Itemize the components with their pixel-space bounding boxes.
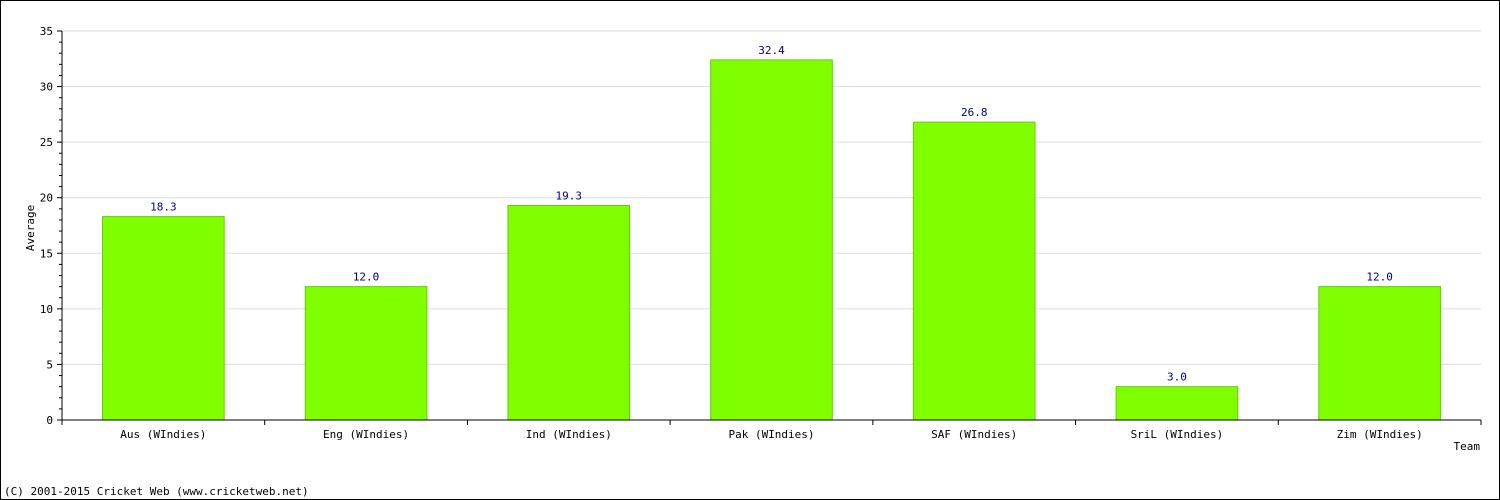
bar xyxy=(1318,286,1441,421)
bar xyxy=(912,121,1036,421)
x-axis-title: Team xyxy=(1454,440,1481,453)
value-labels: 18.3 12.0 19.3 32.4 26.8 3.0 12.0 xyxy=(150,44,1393,384)
x-tick-label: Pak (WIndies) xyxy=(728,428,814,441)
y-ticks: 0 5 10 15 20 25 30 35 xyxy=(40,25,62,427)
bar xyxy=(507,204,631,421)
x-tick-label: Eng (WIndies) xyxy=(323,428,409,441)
y-axis-title: Average xyxy=(24,205,37,251)
bar-value-label: 12.0 xyxy=(353,271,380,284)
y-tick-label: 10 xyxy=(40,303,53,316)
bar-value-label: 12.0 xyxy=(1366,271,1393,284)
y-tick-label: 15 xyxy=(40,247,53,260)
y-tick-label: 20 xyxy=(40,192,53,205)
x-ticks: Aus (WIndies) Eng (WIndies) Ind (WIndies) P… xyxy=(61,420,1482,441)
bar-value-label: 32.4 xyxy=(758,44,785,57)
y-tick-label: 35 xyxy=(40,25,53,38)
y-tick-label: 0 xyxy=(46,414,53,427)
bar-value-label: 26.8 xyxy=(961,106,988,119)
bar xyxy=(304,286,428,421)
bar xyxy=(710,59,833,421)
bar xyxy=(1115,386,1239,421)
y-tick-label: 30 xyxy=(40,81,53,94)
y-tick-label: 25 xyxy=(40,136,53,149)
bar xyxy=(102,216,225,421)
x-tick-label: SAF (WIndies) xyxy=(931,428,1017,441)
x-tick-label: Aus (WIndies) xyxy=(120,428,206,441)
x-tick-label: SriL (WIndies) xyxy=(1131,428,1224,441)
bars xyxy=(102,59,1441,421)
x-tick-label: Zim (WIndies) xyxy=(1337,428,1423,441)
x-tick-label: Ind (WIndies) xyxy=(526,428,612,441)
bar-value-label: 19.3 xyxy=(556,189,583,202)
copyright-footer: (C) 2001-2015 Cricket Web (www.cricketwe… xyxy=(4,485,309,498)
y-tick-label: 5 xyxy=(46,358,53,371)
bar-value-label: 3.0 xyxy=(1167,371,1187,384)
axes xyxy=(61,31,1481,421)
bar-value-label: 18.3 xyxy=(150,201,177,214)
